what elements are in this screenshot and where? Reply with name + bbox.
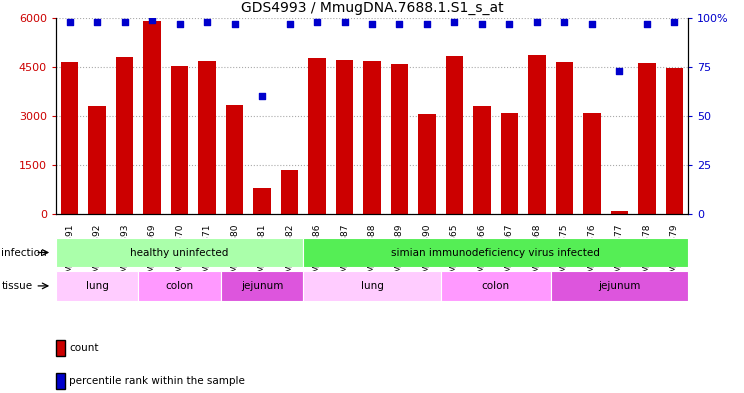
Point: [256, 93, 268, 99]
Point: [531, 18, 543, 25]
Bar: [304, 238, 688, 267]
Bar: [138, 271, 221, 301]
Point: [339, 18, 350, 25]
Bar: [583, 113, 601, 214]
Bar: [666, 68, 684, 214]
Bar: [551, 271, 688, 301]
Text: infection: infection: [1, 248, 47, 257]
Point: [586, 20, 598, 27]
Point: [283, 20, 295, 27]
Bar: [170, 66, 188, 214]
Title: GDS4993 / MmugDNA.7688.1.S1_s_at: GDS4993 / MmugDNA.7688.1.S1_s_at: [241, 1, 503, 15]
Point: [63, 18, 75, 25]
Bar: [221, 271, 304, 301]
Bar: [225, 105, 243, 214]
Bar: [501, 113, 519, 214]
Bar: [253, 188, 271, 214]
Point: [366, 20, 378, 27]
Bar: [446, 56, 464, 214]
Point: [476, 20, 488, 27]
Bar: [638, 63, 656, 214]
Bar: [391, 64, 408, 214]
Bar: [280, 170, 298, 214]
Bar: [143, 21, 161, 214]
Text: lung: lung: [361, 281, 383, 291]
Point: [146, 17, 158, 23]
Bar: [115, 57, 133, 214]
Point: [504, 20, 516, 27]
Text: jejunum: jejunum: [241, 281, 283, 291]
Bar: [56, 238, 304, 267]
Text: colon: colon: [165, 281, 193, 291]
Text: colon: colon: [481, 281, 510, 291]
Text: simian immunodeficiency virus infected: simian immunodeficiency virus infected: [391, 248, 600, 257]
Bar: [56, 271, 138, 301]
Point: [559, 18, 571, 25]
Bar: [198, 61, 216, 214]
Point: [641, 20, 653, 27]
Text: jejunum: jejunum: [598, 281, 641, 291]
Text: healthy uninfected: healthy uninfected: [130, 248, 228, 257]
Bar: [60, 62, 78, 214]
Bar: [611, 211, 629, 214]
Bar: [528, 55, 546, 214]
Point: [669, 18, 681, 25]
Bar: [304, 271, 440, 301]
Point: [614, 68, 626, 74]
Point: [201, 18, 213, 25]
Bar: [440, 271, 551, 301]
Text: percentile rank within the sample: percentile rank within the sample: [69, 376, 245, 386]
Point: [91, 18, 103, 25]
Point: [118, 18, 130, 25]
Bar: [88, 106, 106, 214]
Point: [173, 20, 185, 27]
Text: count: count: [69, 343, 99, 353]
Text: tissue: tissue: [1, 281, 33, 291]
Point: [311, 18, 323, 25]
Bar: [556, 62, 574, 214]
Bar: [418, 114, 436, 214]
Bar: [308, 58, 326, 214]
Bar: [363, 61, 381, 214]
Point: [394, 20, 405, 27]
Bar: [473, 106, 491, 214]
Point: [449, 18, 461, 25]
Point: [228, 20, 240, 27]
Text: lung: lung: [86, 281, 109, 291]
Bar: [336, 60, 353, 214]
Point: [421, 20, 433, 27]
